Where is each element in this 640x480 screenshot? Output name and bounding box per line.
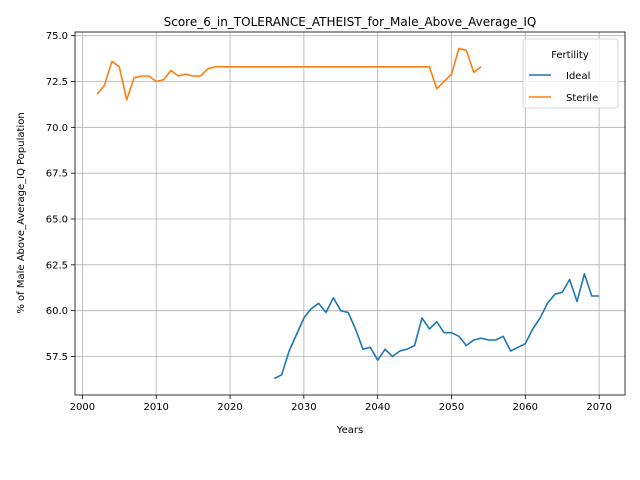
x-tick-label: 2060 — [513, 402, 538, 413]
x-tick-label: 2050 — [439, 402, 464, 413]
plot-frame — [74, 31, 626, 396]
y-tick-label: 67.5 — [46, 169, 68, 180]
y-tick-label: 57.5 — [46, 352, 68, 363]
y-tick-label: 72.5 — [46, 77, 68, 88]
x-tick-label: 2000 — [70, 402, 95, 413]
legend-box — [522, 38, 619, 109]
chart-title: Score_6_in_TOLERANCE_ATHEIST_for_Male_Ab… — [164, 15, 537, 29]
legend: Fertility Ideal Sterile — [522, 38, 619, 109]
legend-title: Fertility — [551, 50, 589, 61]
x-axis-ticks: 2000 2010 2020 2030 2040 2050 2060 2070 — [70, 395, 612, 413]
legend-label-ideal: Ideal — [566, 71, 590, 82]
x-tick-label: 2070 — [586, 402, 611, 413]
y-tick-label: 62.5 — [46, 260, 68, 271]
legend-label-sterile: Sterile — [566, 93, 598, 104]
x-tick-label: 2040 — [365, 402, 390, 413]
series-line-sterile — [96, 47, 482, 101]
y-tick-label: 60.0 — [46, 306, 68, 317]
series-lines — [96, 47, 600, 380]
x-axis-label: Years — [336, 425, 363, 436]
x-tick-label: 2030 — [291, 402, 316, 413]
y-tick-label: 65.0 — [46, 215, 68, 226]
y-tick-label: 75.0 — [46, 31, 68, 42]
x-tick-label: 2010 — [143, 402, 168, 413]
y-tick-label: 70.0 — [46, 123, 68, 134]
y-axis-ticks: 57.5 60.0 62.5 65.0 67.5 70.0 72.5 75.0 — [46, 31, 75, 363]
y-axis-label: % of Male Above_Average_IQ Population — [16, 112, 27, 313]
series-line-ideal — [273, 273, 600, 380]
x-tick-label: 2020 — [217, 402, 242, 413]
